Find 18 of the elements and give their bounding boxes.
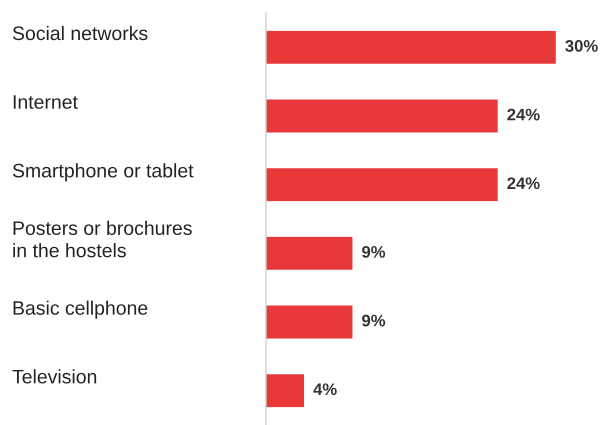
bar (266, 166, 500, 203)
y-tick-label: Smartphone or tablet (12, 163, 194, 182)
data-label: 9% (362, 314, 386, 326)
data-label: 9% (362, 246, 386, 258)
data-label: 4% (313, 383, 337, 396)
y-tick-label: Basic cellphone (14, 300, 148, 319)
y-tick-label: Internet (14, 95, 78, 109)
data-label: 30% (565, 40, 598, 52)
bar (266, 304, 354, 340)
bar (266, 372, 306, 409)
bar (266, 235, 354, 272)
y-tick-label: Television (12, 369, 96, 384)
y-tick-label: Posters or brochures in the hostels (13, 220, 192, 258)
bar (266, 29, 558, 66)
bar (266, 98, 500, 134)
data-label: 24% (507, 108, 540, 120)
data-label: 24% (507, 177, 540, 190)
y-tick-label: Social networks (12, 26, 148, 40)
